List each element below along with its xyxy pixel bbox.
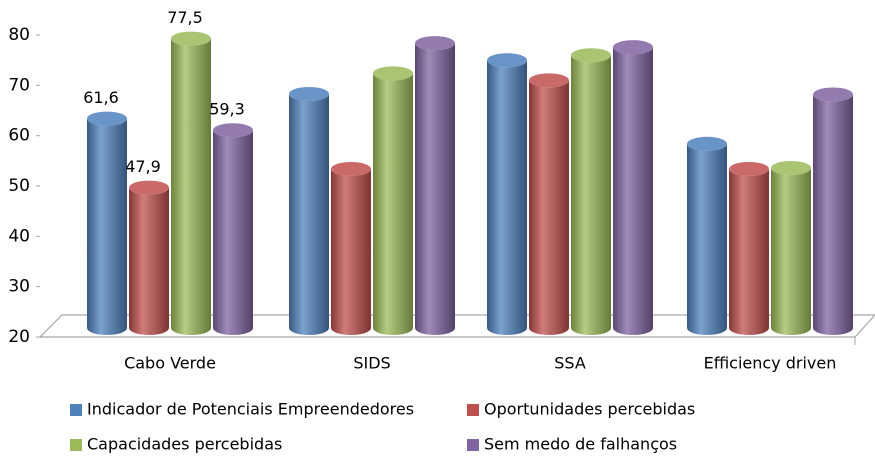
legend-swatch: [70, 439, 82, 451]
bar: [613, 47, 653, 335]
bar-top: [771, 160, 811, 175]
bar-top: [729, 161, 769, 176]
x-tick-label: SSA: [554, 354, 586, 373]
y-tick-label: 70: [8, 75, 30, 95]
bar-top: [571, 48, 611, 63]
bar: [129, 187, 169, 335]
legend-label: Indicador de Potenciais Empreendedores: [87, 400, 414, 419]
y-tick-label: 20: [8, 327, 30, 347]
bar-top: [687, 136, 727, 151]
bar-top: [529, 73, 569, 88]
bar: [171, 38, 211, 335]
bar: [289, 93, 329, 335]
bar: [213, 130, 253, 335]
bar: [331, 168, 371, 335]
bar-top: [813, 87, 853, 102]
y-tick-label: 50: [8, 176, 30, 196]
bar-top: [87, 111, 127, 126]
bar: [771, 167, 811, 335]
legend-swatch: [467, 404, 479, 416]
legend-label: Capacidades percebidas: [87, 435, 282, 454]
bar: [373, 73, 413, 336]
x-tick-label: Cabo Verde: [124, 354, 216, 373]
floor: [38, 314, 875, 338]
data-label: 61,6: [83, 88, 119, 107]
y-tick-label: 60: [8, 126, 30, 146]
y-tick-label: 30: [8, 277, 30, 297]
bar: [487, 60, 527, 336]
y-tick-label: 80: [8, 25, 30, 45]
bar-top: [213, 123, 253, 138]
bar: [415, 43, 455, 335]
bar: [729, 168, 769, 335]
data-label: 47,9: [125, 157, 161, 176]
legend-swatch: [467, 439, 479, 451]
bar-top: [331, 161, 371, 176]
bar: [571, 55, 611, 336]
bar-top: [613, 40, 653, 55]
bar: [87, 118, 127, 335]
legend-label: Sem medo de falhanços: [484, 435, 677, 454]
bar: [529, 80, 569, 335]
bar-top: [373, 66, 413, 81]
data-label: 77,5: [167, 8, 203, 27]
x-tick-label: SIDS: [353, 354, 390, 373]
bar-top: [171, 31, 211, 46]
bar: [813, 94, 853, 335]
y-tick-label: 40: [8, 226, 30, 246]
x-tick-label: Efficiency driven: [704, 354, 837, 373]
bar-top: [415, 36, 455, 51]
bar-top: [487, 53, 527, 68]
bar-top: [129, 180, 169, 195]
data-label: 59,3: [209, 100, 245, 119]
legend-label: Oportunidades percebidas: [484, 400, 695, 419]
bar-top: [289, 86, 329, 101]
bar: [687, 143, 728, 335]
legend-swatch: [70, 404, 82, 416]
